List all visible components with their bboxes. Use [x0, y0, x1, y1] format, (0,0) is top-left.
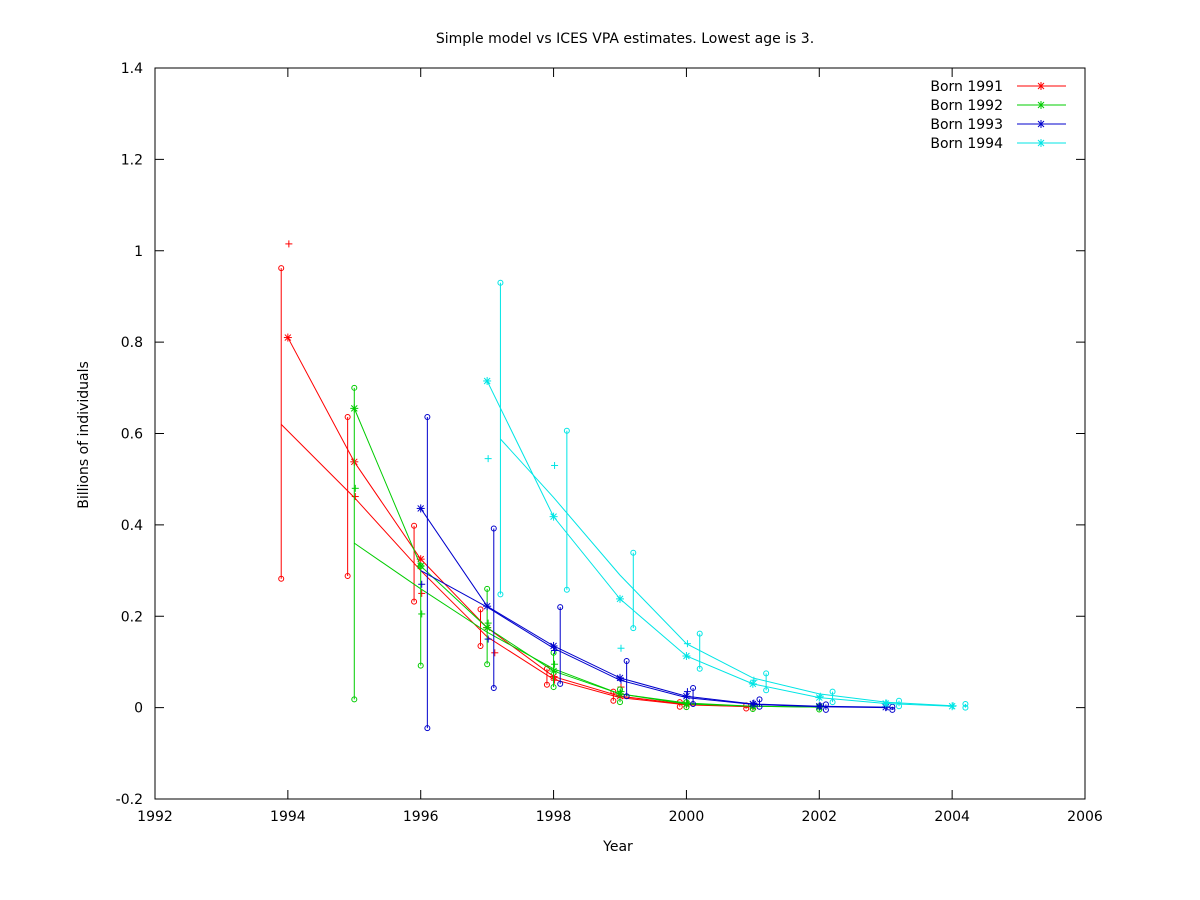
x-tick-label: 2000 [669, 809, 705, 825]
legend-label: Born 1991 [930, 79, 1003, 95]
error-bar-low [623, 693, 630, 700]
error-bar-low [557, 680, 564, 687]
error-bar-high [696, 630, 703, 637]
error-bar-high [756, 696, 763, 703]
y-tick-label: 1 [134, 244, 143, 260]
error-bar-high [623, 658, 630, 665]
vpa-line [500, 438, 953, 707]
error-bar-high [962, 700, 969, 707]
x-tick-label: 2002 [801, 809, 837, 825]
error-bar-high [563, 427, 570, 434]
error-bar-low [484, 661, 491, 668]
error-bar-low [344, 573, 351, 580]
error-bar-low [543, 681, 550, 688]
y-tick-label: 0.6 [121, 427, 143, 443]
error-bar-low [550, 684, 557, 691]
error-bar-low [630, 625, 637, 632]
y-tick-label: 1.2 [121, 152, 143, 168]
error-bar-low [417, 662, 424, 669]
model-line [420, 508, 886, 708]
y-tick-label: 0.2 [121, 609, 143, 625]
error-bar-low [563, 586, 570, 593]
y-tick-label: 0 [134, 701, 143, 717]
y-tick-label: -0.2 [116, 792, 143, 808]
error-bar-high [411, 522, 418, 529]
legend-item: Born 1993 [930, 117, 1066, 133]
error-bar-low [411, 598, 418, 605]
x-axis-label: Year [602, 839, 633, 855]
y-tick-label: 0.4 [121, 518, 143, 534]
series-born-1992 [350, 384, 824, 713]
error-bar-low [763, 687, 770, 694]
x-tick-label: 2006 [1067, 809, 1103, 825]
error-bar-low [690, 700, 697, 707]
x-tick-label: 1998 [536, 809, 572, 825]
error-bar-high [490, 525, 497, 532]
x-tick-label: 1996 [403, 809, 439, 825]
error-bar-high [690, 684, 697, 691]
legend-item: Born 1994 [930, 136, 1066, 152]
series-born-1994 [483, 279, 969, 711]
y-tick-label: 1.4 [121, 61, 143, 77]
model-line [287, 337, 753, 708]
x-tick-label: 1992 [137, 809, 173, 825]
error-bar-low [351, 696, 358, 703]
series-born-1993 [416, 414, 896, 732]
error-bar-high [351, 384, 358, 391]
error-bar-high [829, 688, 836, 695]
error-bar-low [889, 706, 896, 713]
x-tick-label: 2004 [934, 809, 970, 825]
error-bar-low [490, 684, 497, 691]
legend-label: Born 1994 [930, 136, 1003, 152]
legend: Born 1991 Born 1992 Born 1993 Born 1994 [930, 79, 1066, 152]
error-bar-low [497, 591, 504, 598]
error-bar-high [497, 279, 504, 286]
error-bar-low [424, 725, 431, 732]
y-axis-label: Billions of individuals [76, 361, 92, 509]
legend-label: Born 1992 [930, 98, 1003, 114]
vpa-line [280, 424, 753, 708]
legend-item: Born 1991 [930, 79, 1066, 95]
chart-title: Simple model vs ICES VPA estimates. Lowe… [436, 31, 814, 47]
error-bar-low [278, 575, 285, 582]
error-bar-low [477, 642, 484, 649]
plot-area [278, 240, 969, 732]
error-bar-high [630, 549, 637, 556]
error-bar-low [610, 697, 617, 704]
y-tick-label: 0.8 [121, 335, 143, 351]
axis-ticks: 1992 1994 1996 1998 2000 2002 2004 2006 -0.2 0 0.2… [116, 61, 1103, 825]
series-born-1991 [278, 240, 758, 712]
error-bar-high [557, 604, 564, 611]
error-bar-high [424, 414, 431, 421]
error-bar-low [696, 665, 703, 672]
error-bar-high [477, 606, 484, 613]
error-bar-high [278, 265, 285, 272]
error-bar-low [617, 699, 623, 706]
error-bar-high [344, 414, 351, 421]
error-bar-high [763, 670, 770, 677]
legend-label: Born 1993 [930, 117, 1003, 133]
error-bar-low [962, 704, 969, 711]
x-tick-label: 1994 [270, 809, 306, 825]
error-bar-high [484, 585, 491, 592]
model-line [486, 380, 953, 707]
error-bar-low [829, 699, 836, 706]
legend-item: Born 1992 [930, 98, 1066, 114]
